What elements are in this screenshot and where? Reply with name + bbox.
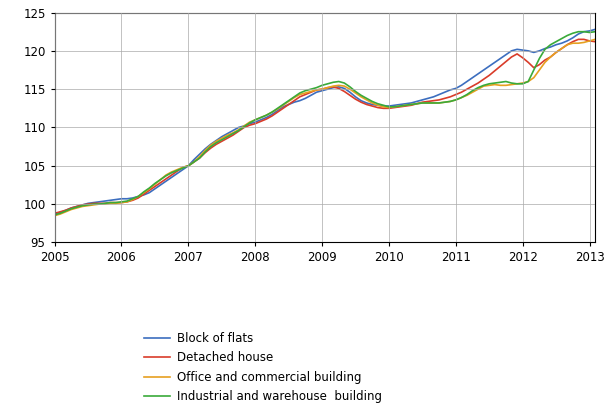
Block of flats xyxy=(51,212,58,217)
Block of flats xyxy=(335,84,342,89)
Block of flats xyxy=(380,104,387,109)
Detached house xyxy=(558,46,565,51)
Detached house xyxy=(179,165,186,170)
Detached house xyxy=(380,106,387,111)
Industrial and warehouse  building xyxy=(603,28,607,33)
Office and commercial building xyxy=(179,165,186,170)
Line: Detached house: Detached house xyxy=(55,39,606,213)
Block of flats xyxy=(157,183,164,188)
Industrial and warehouse  building xyxy=(380,103,387,108)
Detached house xyxy=(580,37,588,42)
Industrial and warehouse  building xyxy=(335,79,342,84)
Office and commercial building xyxy=(380,104,387,110)
Industrial and warehouse  building xyxy=(157,177,164,182)
Block of flats xyxy=(558,41,565,46)
Detached house xyxy=(335,86,342,91)
Industrial and warehouse  building xyxy=(558,36,565,41)
Block of flats xyxy=(179,167,186,172)
Office and commercial building xyxy=(157,177,164,182)
Office and commercial building xyxy=(597,36,605,41)
Legend: Block of flats, Detached house, Office and commercial building, Industrial and w: Block of flats, Detached house, Office a… xyxy=(140,327,387,408)
Industrial and warehouse  building xyxy=(575,29,582,34)
Line: Industrial and warehouse  building: Industrial and warehouse building xyxy=(55,30,606,215)
Detached house xyxy=(603,40,607,45)
Line: Office and commercial building: Office and commercial building xyxy=(55,38,606,216)
Detached house xyxy=(157,180,164,185)
Industrial and warehouse  building xyxy=(51,212,58,217)
Office and commercial building xyxy=(51,213,58,218)
Block of flats xyxy=(575,31,582,36)
Detached house xyxy=(575,37,582,42)
Line: Block of flats: Block of flats xyxy=(55,29,606,214)
Office and commercial building xyxy=(335,83,342,88)
Office and commercial building xyxy=(558,46,565,51)
Block of flats xyxy=(603,27,607,32)
Office and commercial building xyxy=(603,37,607,42)
Industrial and warehouse  building xyxy=(179,166,186,171)
Detached house xyxy=(51,211,58,216)
Block of flats xyxy=(597,26,605,31)
Office and commercial building xyxy=(575,41,582,46)
